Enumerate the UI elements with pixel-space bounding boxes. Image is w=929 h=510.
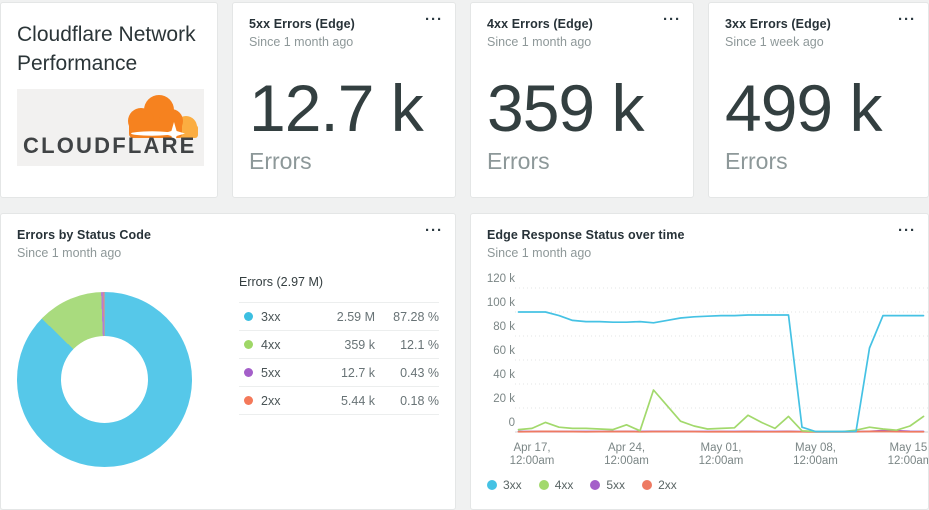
series-percent: 87.28 % xyxy=(393,309,439,324)
y-axis-tick: 0 xyxy=(509,417,515,429)
card-title: 5xx Errors (Edge) xyxy=(249,17,355,31)
series-line-2xx xyxy=(517,430,925,433)
legend-color-dot xyxy=(487,480,497,490)
billboard-card-4xx: 4xx Errors (Edge) Since 1 month ago ··· … xyxy=(470,2,694,198)
y-axis-tick: 120 k xyxy=(487,273,515,285)
pie-legend-row-5xx[interactable]: 5xx 12.7 k 0.43 % xyxy=(239,359,439,387)
series-color-dot xyxy=(244,368,253,377)
x-axis-tick: Apr 24, 12:00am xyxy=(604,442,649,467)
card-subtitle: Since 1 month ago xyxy=(17,246,122,260)
series-percent: 0.43 % xyxy=(400,365,439,380)
legend-item-3xx[interactable]: 3xx xyxy=(487,478,522,492)
card-subtitle: Since 1 month ago xyxy=(487,246,592,260)
pie-legend-row-4xx[interactable]: 4xx 359 k 12.1 % xyxy=(239,331,439,359)
card-title: Errors by Status Code xyxy=(17,228,152,242)
series-line-4xx xyxy=(517,389,925,433)
line-legend: 3xx 4xx 5xx 2xx xyxy=(487,478,912,492)
x-axis-tick: Apr 17, 12:00am xyxy=(510,442,555,467)
legend-item-4xx[interactable]: 4xx xyxy=(538,478,574,492)
legend-item-2xx[interactable]: 2xx xyxy=(642,478,677,492)
series-name: 3xx xyxy=(261,309,281,324)
donut-chart[interactable] xyxy=(17,292,192,467)
metric-value: 12.7 k xyxy=(249,71,424,145)
series-percent: 12.1 % xyxy=(400,337,439,352)
series-value: 359 k xyxy=(344,337,375,352)
cloudflare-wordmark: CLOUDFLARE xyxy=(23,133,197,158)
series-value: 5.44 k xyxy=(340,393,375,408)
billboard-card-3xx: 3xx Errors (Edge) Since 1 week ago ··· 4… xyxy=(708,2,929,198)
y-axis-tick: 40 k xyxy=(493,369,515,381)
card-title: Edge Response Status over time xyxy=(487,228,685,242)
sparkle-icon xyxy=(163,122,185,143)
dashboard-title: Cloudflare Network Performance xyxy=(17,23,196,75)
series-value: 2.59 M xyxy=(336,309,375,324)
x-axis-tick: May 15, 12:00am xyxy=(888,442,929,467)
pie-card: Errors by Status Code Since 1 month ago … xyxy=(0,213,456,510)
pie-legend-row-2xx[interactable]: 2xx 5.44 k 0.18 % xyxy=(239,387,439,415)
y-axis-tick: 100 k xyxy=(487,297,515,309)
y-axis-tick: 80 k xyxy=(493,321,515,333)
title-card: Cloudflare Network Performance CLOUDFLAR… xyxy=(0,2,218,198)
pie-legend-rows: 3xx 2.59 M 87.28 % 4xx 359 k 12.1 % 5xx … xyxy=(239,302,439,415)
series-name: 4xx xyxy=(261,337,281,352)
series-color-dot xyxy=(244,396,253,405)
y-axis-tick: 20 k xyxy=(493,393,515,405)
legend-item-5xx[interactable]: 5xx xyxy=(590,478,625,492)
series-percent: 0.18 % xyxy=(400,393,439,408)
card-menu-button[interactable]: ··· xyxy=(425,222,443,239)
card-subtitle: Since 1 week ago xyxy=(725,35,824,49)
card-title: 3xx Errors (Edge) xyxy=(725,17,831,31)
legend-label: 5xx xyxy=(606,478,626,492)
series-value: 12.7 k xyxy=(340,365,375,380)
card-menu-button[interactable]: ··· xyxy=(663,11,681,28)
card-menu-button[interactable]: ··· xyxy=(425,11,443,28)
series-name: 5xx xyxy=(261,365,281,380)
series-name: 2xx xyxy=(261,393,281,408)
legend-color-dot xyxy=(590,480,601,490)
series-color-dot xyxy=(244,312,253,321)
metric-value: 499 k xyxy=(725,71,882,145)
x-axis-tick: May 01, 12:00am xyxy=(699,442,744,467)
x-axis-tick: May 08, 12:00am xyxy=(793,442,838,467)
metric-label: Errors xyxy=(725,148,788,174)
card-menu-button[interactable]: ··· xyxy=(898,222,916,239)
series-color-dot xyxy=(244,340,253,349)
metric-label: Errors xyxy=(487,148,550,174)
pie-legend-row-3xx[interactable]: 3xx 2.59 M 87.28 % xyxy=(239,303,439,331)
y-axis-tick: 60 k xyxy=(493,345,515,357)
legend-color-dot xyxy=(642,480,653,490)
legend-label: 4xx xyxy=(554,478,574,492)
line-card: Edge Response Status over time Since 1 m… xyxy=(470,213,929,510)
billboard-card-5xx: 5xx Errors (Edge) Since 1 month ago ··· … xyxy=(232,2,456,198)
card-subtitle: Since 1 month ago xyxy=(487,35,592,49)
card-menu-button[interactable]: ··· xyxy=(898,11,916,28)
legend-color-dot xyxy=(538,480,549,490)
legend-label: 3xx xyxy=(503,478,522,492)
cloudflare-logo: CLOUDFLARE xyxy=(17,89,204,166)
legend-label: 2xx xyxy=(658,478,677,492)
pie-body: Errors (2.97 M) 3xx 2.59 M 87.28 % 4xx 3… xyxy=(17,270,439,467)
pie-legend: Errors (2.97 M) 3xx 2.59 M 87.28 % 4xx 3… xyxy=(239,270,439,415)
cloudflare-cloud-icon xyxy=(128,95,198,143)
metric-label: Errors xyxy=(249,148,312,174)
pie-legend-title: Errors (2.97 M) xyxy=(239,275,324,289)
metric-value: 359 k xyxy=(487,71,644,145)
series-line-3xx xyxy=(517,311,925,433)
card-title: 4xx Errors (Edge) xyxy=(487,17,593,31)
line-chart-svg[interactable]: 0 20 k 40 k 60 k 80 k 100 k 120 k Apr 17, 12:00a… xyxy=(487,266,929,469)
card-subtitle: Since 1 month ago xyxy=(249,35,354,49)
